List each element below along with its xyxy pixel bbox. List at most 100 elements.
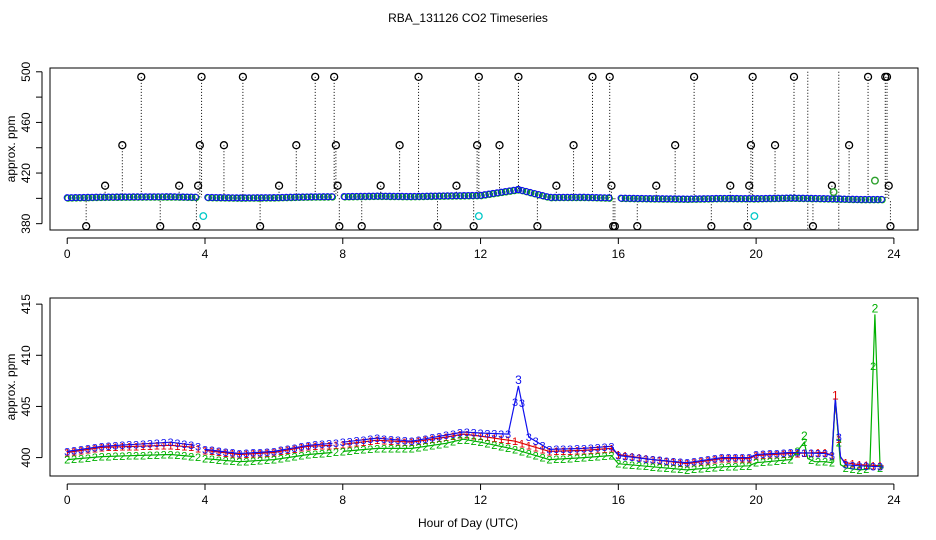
top-black-outlier <box>376 181 385 190</box>
top-blue-point <box>361 192 369 200</box>
series-marker-1: 1 <box>326 440 332 452</box>
series-marker-2: 2 <box>298 451 304 463</box>
top-blue-point <box>634 194 642 202</box>
series-marker-3: 3 <box>450 429 456 441</box>
series-marker-1: 1 <box>657 455 663 467</box>
top-outlier-stems <box>85 71 891 229</box>
top-blue-point <box>481 191 489 199</box>
series-marker-3: 3 <box>856 461 862 473</box>
top-blue-point <box>468 191 476 199</box>
top-blue-point <box>621 194 629 202</box>
series-marker-2: 2 <box>601 451 607 463</box>
series-marker-1: 1 <box>360 437 366 449</box>
series-marker-1: 1 <box>753 451 759 463</box>
bottom-x-tick-label: 20 <box>749 493 763 507</box>
top-x-tick-label: 12 <box>474 247 488 261</box>
series-marker-2: 2 <box>787 455 793 467</box>
top-blue-point <box>464 191 472 200</box>
top-blue-point <box>642 194 650 203</box>
bottom-x-tick-label: 24 <box>887 493 901 507</box>
top-blue-point <box>530 189 538 198</box>
top-black-outlier <box>331 141 341 150</box>
top-blue-point <box>551 193 559 201</box>
series-marker-1: 1 <box>781 449 787 461</box>
series-marker-2: 2 <box>105 451 111 463</box>
series-marker-3: 3 <box>381 434 387 446</box>
series-marker-1: 1 <box>223 448 229 460</box>
top-black-outlier <box>414 72 423 82</box>
top-blue-point <box>76 193 84 202</box>
series-marker-3: 3 <box>71 445 77 457</box>
series-marker-3: 3 <box>546 444 552 456</box>
series-marker-2: 2 <box>498 442 504 454</box>
top-blue-point <box>245 194 253 202</box>
series-marker-1: 1 <box>422 435 428 447</box>
series-marker-2: 2 <box>519 446 525 458</box>
series-marker-3: 3 <box>374 433 380 445</box>
series-marker-1: 1 <box>601 444 607 456</box>
series-marker-2: 2 <box>753 458 759 470</box>
series-marker-1: 1 <box>154 441 160 453</box>
series-marker-2: 2 <box>422 441 428 453</box>
series-marker-2: 2 <box>622 459 628 471</box>
series-marker-3: 3 <box>250 448 256 460</box>
series-marker-2: 2 <box>746 461 752 473</box>
series-marker-2: 2 <box>546 455 552 467</box>
top-blue-point <box>386 192 394 200</box>
series-marker-1: 1 <box>491 433 497 445</box>
top-blue-point <box>762 194 770 202</box>
series-marker-1: 1 <box>471 430 477 442</box>
series-marker-3: 3 <box>78 444 84 456</box>
top-blue-point <box>460 192 468 200</box>
series-marker-3: 3 <box>436 431 442 443</box>
series-marker-3: 3 <box>746 453 752 465</box>
series-marker-2: 2 <box>202 454 208 466</box>
top-blue-point <box>96 193 104 201</box>
series-marker-2: 2 <box>608 451 614 463</box>
top-blue-point <box>216 194 224 202</box>
top-blue-point <box>555 193 563 201</box>
series-marker-3: 3 <box>863 461 869 473</box>
series-marker-2: 2 <box>464 435 470 447</box>
series-marker-1: 1 <box>347 438 353 450</box>
series-marker-1: 1 <box>409 437 415 449</box>
series-marker-1: 1 <box>64 447 70 459</box>
series-marker-3: 3 <box>105 441 111 453</box>
top-blue-point <box>138 193 146 201</box>
series-marker-2: 2 <box>705 463 711 475</box>
bottom-y-tick-label: 400 <box>19 447 33 467</box>
series-marker-2: 2 <box>719 462 725 474</box>
top-blue-point <box>758 194 766 203</box>
series-marker-1: 1 <box>767 450 773 462</box>
series-marker-3: 3 <box>112 441 118 453</box>
top-blue-point <box>658 195 666 203</box>
top-black-outlier <box>588 72 597 82</box>
top-blue-point <box>357 192 365 200</box>
series-marker-2: 2 <box>409 443 415 455</box>
top-blue-point <box>563 193 571 201</box>
series-marker-2: 2 <box>457 435 463 447</box>
series-marker-2: 2 <box>243 456 249 468</box>
series-marker-1: 1 <box>395 436 401 448</box>
series-marker-3: 3 <box>99 441 105 453</box>
top-blue-point <box>691 195 700 203</box>
series-marker-3: 3 <box>140 439 146 451</box>
series-marker-3: 3 <box>147 438 153 450</box>
top-black-outlier <box>469 222 478 231</box>
series-marker-3: 3 <box>815 448 821 460</box>
series-marker-3: 3 <box>333 438 339 450</box>
top-blue-point <box>328 193 336 201</box>
top-black-outlier <box>770 141 780 150</box>
series-marker-1: 1 <box>464 429 470 441</box>
series-marker-1: 1 <box>498 434 504 446</box>
top-blue-point <box>257 194 266 202</box>
top-black-outlier <box>192 222 201 231</box>
series-marker-1: 1 <box>450 431 456 443</box>
series-marker-3: 3 <box>870 461 876 473</box>
series-marker-1: 1 <box>291 444 297 456</box>
series-marker-1: 1 <box>615 450 621 462</box>
series-marker-3: 3 <box>422 434 428 446</box>
series-marker-3: 3 <box>691 457 697 469</box>
top-blue-point <box>745 195 753 203</box>
top-blue-point <box>80 193 88 201</box>
